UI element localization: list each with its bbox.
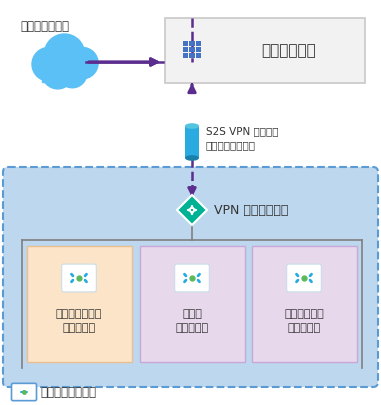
- FancyBboxPatch shape: [140, 246, 245, 362]
- FancyBboxPatch shape: [175, 264, 209, 292]
- FancyBboxPatch shape: [287, 264, 321, 292]
- Text: VPN ゲートウェイ: VPN ゲートウェイ: [214, 203, 288, 217]
- Text: 中間層
サブネット: 中間層 サブネット: [175, 309, 208, 333]
- Bar: [195, 40, 201, 46]
- Polygon shape: [177, 195, 207, 225]
- Bar: [189, 40, 195, 46]
- FancyBboxPatch shape: [3, 167, 378, 387]
- Bar: [183, 40, 188, 46]
- FancyBboxPatch shape: [165, 18, 365, 83]
- Text: 仮想ネットワーク: 仮想ネットワーク: [40, 386, 96, 399]
- FancyBboxPatch shape: [62, 264, 96, 292]
- Circle shape: [44, 34, 85, 75]
- Circle shape: [67, 47, 98, 79]
- Circle shape: [42, 58, 74, 89]
- Bar: [183, 47, 188, 52]
- Bar: [42, 69, 82, 82]
- Text: フロントエンド
サブネット: フロントエンド サブネット: [56, 309, 102, 333]
- FancyBboxPatch shape: [11, 384, 37, 401]
- Ellipse shape: [185, 155, 199, 161]
- Bar: [195, 53, 201, 58]
- FancyBboxPatch shape: [27, 246, 132, 362]
- Ellipse shape: [185, 123, 199, 129]
- Circle shape: [32, 47, 66, 81]
- Bar: [189, 47, 195, 52]
- Bar: [185, 126, 199, 158]
- Text: オンプレミス: オンプレミス: [261, 43, 316, 58]
- Text: S2S VPN を介した
強制トンネリング: S2S VPN を介した 強制トンネリング: [206, 126, 279, 150]
- Text: バックエンド
サブネット: バックエンド サブネット: [284, 309, 324, 333]
- Circle shape: [58, 59, 87, 88]
- Text: インターネット: インターネット: [20, 20, 69, 33]
- Bar: [189, 53, 195, 58]
- FancyBboxPatch shape: [252, 246, 357, 362]
- Bar: [183, 53, 188, 58]
- Bar: [195, 47, 201, 52]
